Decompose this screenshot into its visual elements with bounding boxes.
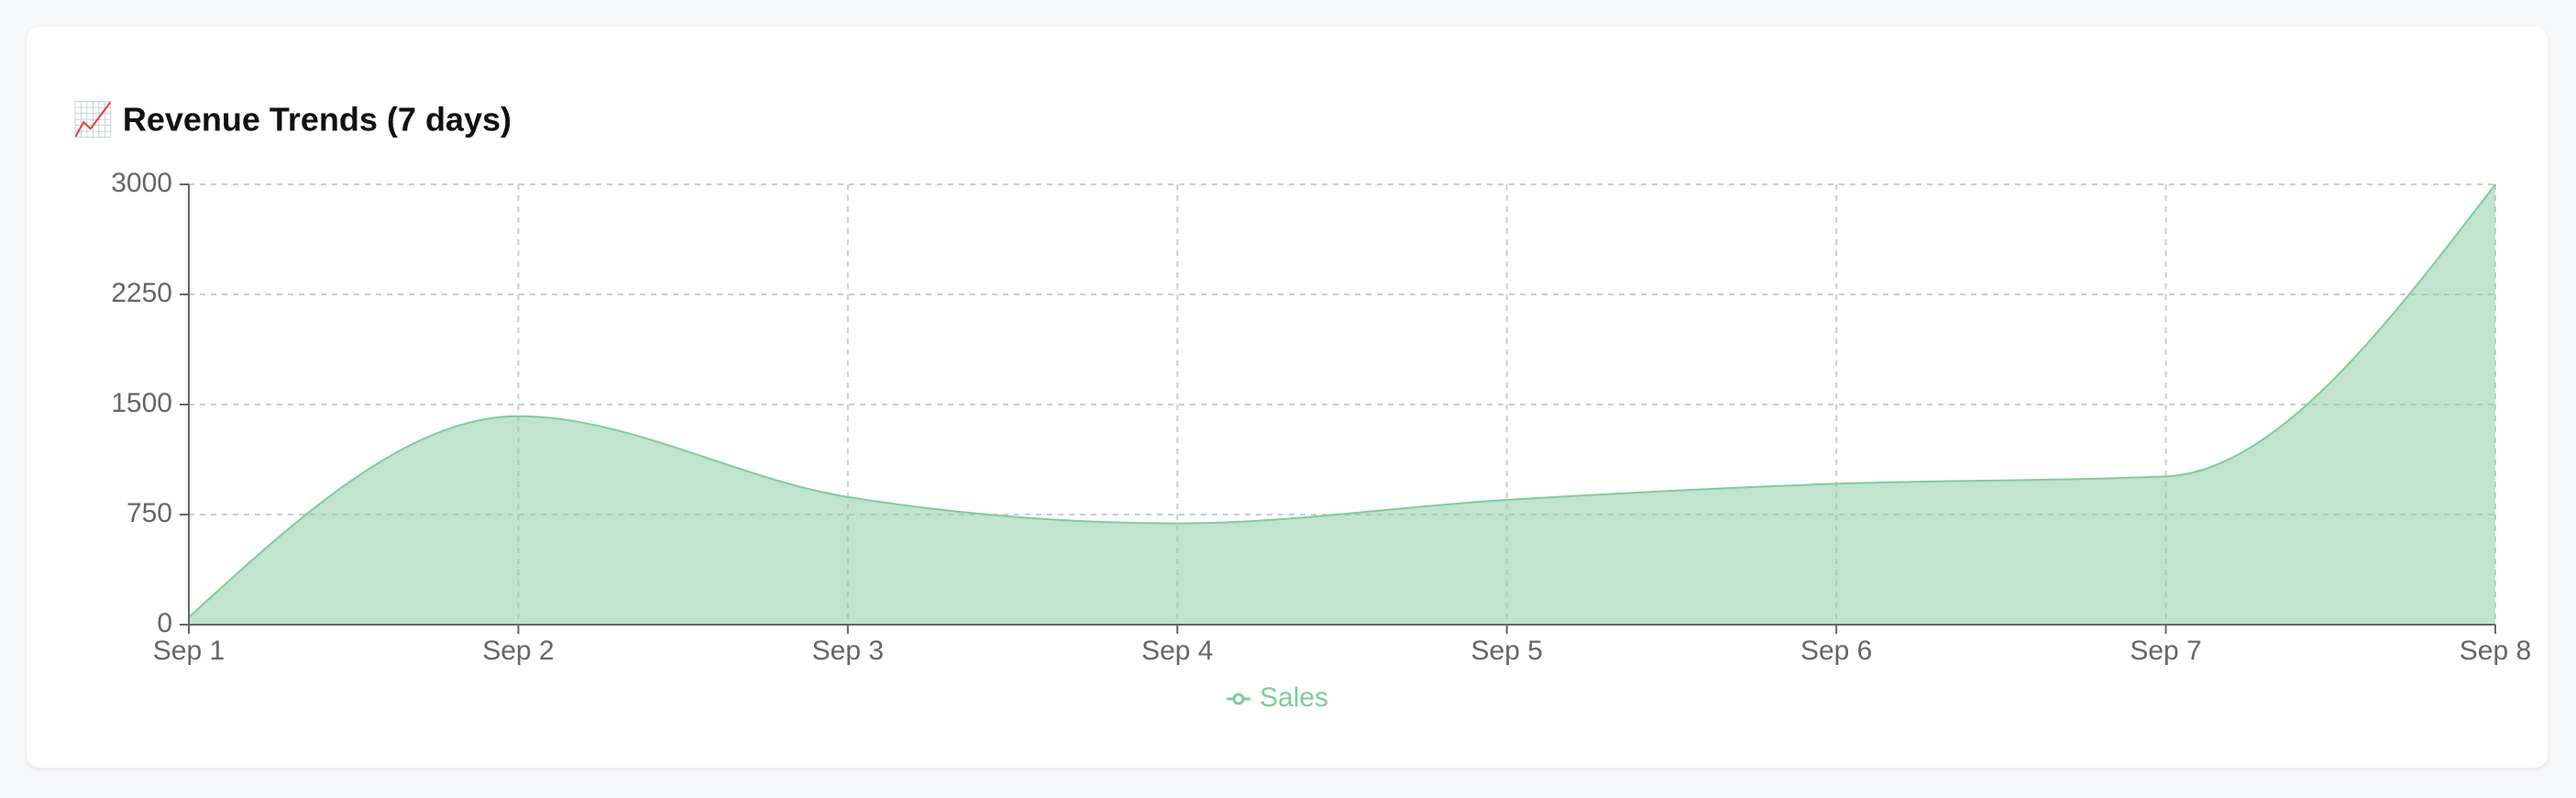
area [189, 184, 2495, 625]
y-tick-label: 1500 [111, 388, 172, 418]
x-tick-label: Sep 1 [153, 636, 225, 666]
y-tick-label: 2250 [111, 278, 172, 308]
x-tick-label: Sep 7 [2130, 636, 2201, 666]
x-tick-label: Sep 4 [1141, 636, 1213, 666]
x-tick-label: Sep 2 [482, 636, 554, 666]
y-tick-label: 0 [157, 608, 172, 638]
y-tick-label: 750 [127, 498, 172, 528]
chart-title: 📈 Revenue Trends (7 days) [72, 101, 512, 139]
y-tick-label: 3000 [111, 168, 172, 198]
card [27, 27, 2548, 768]
area-line [188, 183, 2496, 618]
x-tick-label: Sep 5 [1471, 636, 1543, 666]
x-tick-label: Sep 6 [1800, 636, 1872, 666]
x-tick-label: Sep 8 [2460, 636, 2531, 666]
legend-label: Sales [1260, 682, 1328, 713]
legend-icon-dot [1232, 693, 1245, 705]
x-tick-label: Sep 3 [812, 636, 884, 666]
